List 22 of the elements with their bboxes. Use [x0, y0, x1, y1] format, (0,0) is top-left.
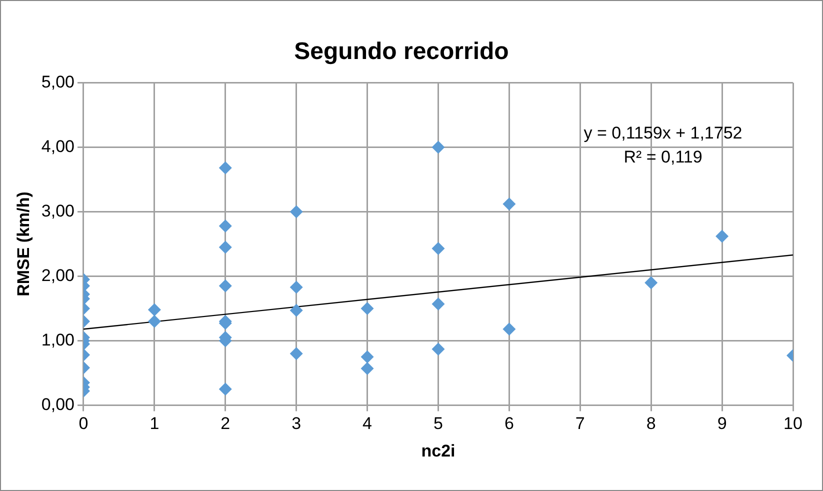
annotation: R² = 0,119: [624, 148, 702, 167]
y-tick-label: 4,00: [41, 136, 74, 156]
x-tick-label: 5: [434, 414, 443, 434]
y-tick-label: 2,00: [41, 266, 74, 285]
x-tick-label: 4: [362, 414, 372, 434]
x-tick-label: 9: [717, 414, 727, 434]
y-tick-label: 0,00: [41, 394, 74, 414]
y-tick-label: 5,00: [41, 72, 74, 92]
x-tick-label: 0: [78, 414, 88, 434]
x-tick-label: 2: [220, 414, 230, 434]
y-tick-label: 3,00: [41, 201, 74, 220]
x-tick-label: 6: [504, 414, 514, 434]
x-tick-label: 1: [150, 414, 160, 434]
x-tick-label: 3: [292, 414, 302, 434]
x-tick-label: 10: [784, 414, 802, 434]
x-axis-title: nc2i: [421, 441, 456, 460]
x-tick-label: 8: [646, 414, 656, 434]
chart-title: Segundo recorrido: [294, 38, 509, 66]
y-tick-label: 1,00: [41, 330, 74, 350]
x-tick-label: 7: [575, 414, 585, 434]
y-axis-title: RMSE (km/h): [14, 192, 33, 296]
annotation: y = 0,1159x + 1,1752: [584, 124, 742, 143]
